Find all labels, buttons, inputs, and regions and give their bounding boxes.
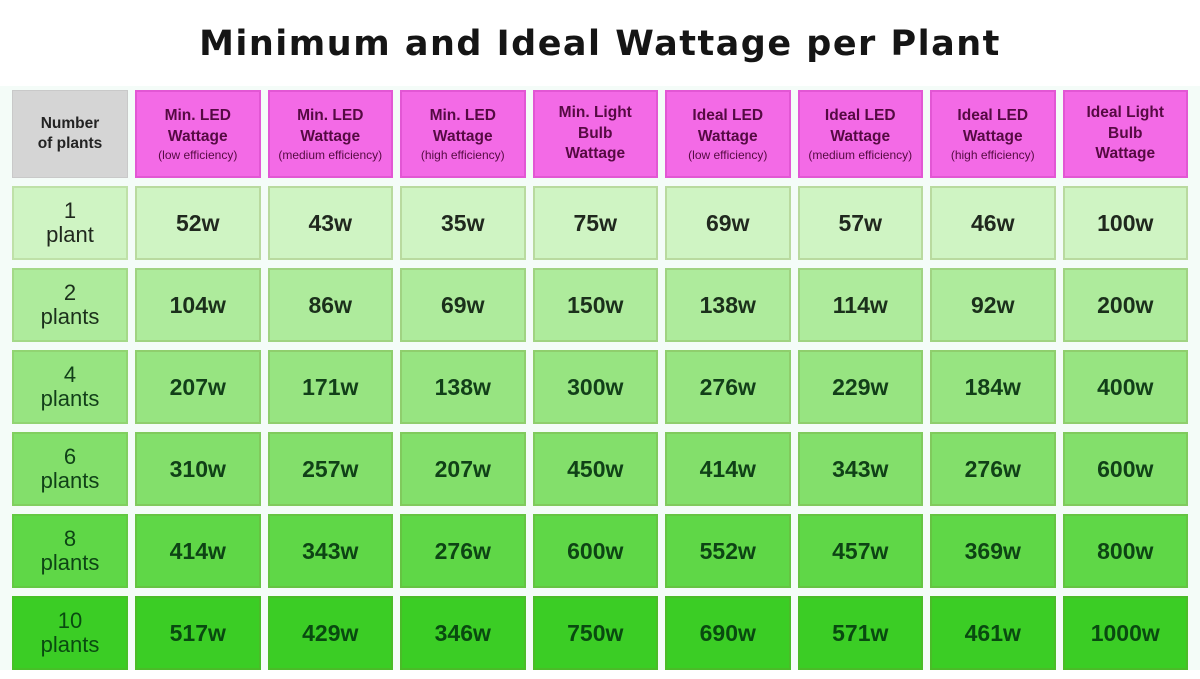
wattage-cell-r1-c6: 57w: [797, 186, 923, 260]
wattage-cell-r5-c1: 414w: [135, 514, 261, 588]
column-header-3: Min. LED Wattage (high efficiency): [400, 90, 526, 178]
column-header-label: Ideal Light Bulb Wattage: [1086, 103, 1165, 163]
wattage-cell-r3-c2: 171w: [267, 350, 393, 424]
column-header-label: Min. LED Wattage: [164, 106, 231, 145]
row-label-count: 4: [63, 362, 77, 388]
wattage-cell-r1-c1: 52w: [135, 186, 261, 260]
row-label-6-plants: 6 plants: [12, 432, 128, 506]
row-label-1-plant: 1 plant: [12, 186, 128, 260]
column-header-1: Min. LED Wattage (low efficiency): [135, 90, 261, 178]
wattage-cell-r6-c8: 1000w: [1062, 596, 1188, 670]
wattage-cell-r2-c3: 69w: [400, 268, 526, 342]
wattage-cell-r2-c7: 92w: [930, 268, 1056, 342]
row-label-4-plants: 4 plants: [12, 350, 128, 424]
wattage-cell-r6-c4: 750w: [532, 596, 658, 670]
row-label-unit: plants: [40, 304, 100, 329]
wattage-cell-r6-c5: 690w: [665, 596, 791, 670]
wattage-cell-r4-c5: 414w: [665, 432, 791, 506]
wattage-cell-r4-c6: 343w: [797, 432, 923, 506]
wattage-cell-r3-c3: 138w: [400, 350, 526, 424]
wattage-cell-r1-c4: 75w: [532, 186, 658, 260]
wattage-cell-r4-c7: 276w: [930, 432, 1056, 506]
column-header-sub: (high efficiency): [420, 147, 505, 162]
column-header-label: Min. LED Wattage: [297, 106, 364, 145]
wattage-cell-r4-c1: 310w: [135, 432, 261, 506]
column-header-label: Min. Light Bulb Wattage: [558, 103, 632, 163]
wattage-cell-r1-c2: 43w: [267, 186, 393, 260]
wattage-cell-r2-c5: 138w: [665, 268, 791, 342]
wattage-cell-r3-c6: 229w: [797, 350, 923, 424]
wattage-cell-r1-c5: 69w: [665, 186, 791, 260]
wattage-cell-r6-c2: 429w: [267, 596, 393, 670]
wattage-cell-r6-c3: 346w: [400, 596, 526, 670]
column-header-2: Min. LED Wattage (medium efficiency): [267, 90, 393, 178]
column-header-sub: (low efficiency): [688, 147, 768, 162]
row-label-count: 1: [63, 198, 77, 224]
wattage-cell-r5-c6: 457w: [797, 514, 923, 588]
wattage-cell-r2-c6: 114w: [797, 268, 923, 342]
wattage-cell-r3-c1: 207w: [135, 350, 261, 424]
column-header-7: Ideal LED Wattage (high efficiency): [930, 90, 1056, 178]
column-header-sub: (medium efficiency): [278, 147, 383, 162]
wattage-cell-r5-c3: 276w: [400, 514, 526, 588]
row-label-2-plants: 2 plants: [12, 268, 128, 342]
wattage-cell-r3-c7: 184w: [930, 350, 1056, 424]
wattage-cell-r5-c5: 552w: [665, 514, 791, 588]
column-header-sub: (high efficiency): [950, 147, 1035, 162]
row-label-unit: plants: [40, 468, 100, 493]
wattage-cell-r5-c7: 369w: [930, 514, 1056, 588]
column-header-label: Ideal LED Wattage: [957, 106, 1029, 145]
wattage-cell-r2-c4: 150w: [532, 268, 658, 342]
wattage-cell-r1-c3: 35w: [400, 186, 526, 260]
wattage-cell-r5-c8: 800w: [1062, 514, 1188, 588]
column-header-label: Ideal LED Wattage: [692, 106, 764, 145]
wattage-cell-r1-c8: 100w: [1062, 186, 1188, 260]
wattage-cell-r2-c1: 104w: [135, 268, 261, 342]
row-label-count: 10: [57, 608, 83, 634]
wattage-cell-r4-c2: 257w: [267, 432, 393, 506]
wattage-cell-r6-c1: 517w: [135, 596, 261, 670]
row-label-unit: plant: [46, 222, 94, 247]
row-label-count: 6: [63, 444, 77, 470]
wattage-cell-r1-c7: 46w: [930, 186, 1056, 260]
wattage-cell-r4-c4: 450w: [532, 432, 658, 506]
wattage-cell-r2-c8: 200w: [1062, 268, 1188, 342]
column-header-6: Ideal LED Wattage (medium efficiency): [797, 90, 923, 178]
row-label-8-plants: 8 plants: [12, 514, 128, 588]
corner-header-number-of-plants: Number of plants: [12, 90, 128, 178]
wattage-cell-r4-c8: 600w: [1062, 432, 1188, 506]
wattage-cell-r4-c3: 207w: [400, 432, 526, 506]
column-header-label: Ideal LED Wattage: [824, 106, 896, 145]
row-label-unit: plants: [40, 386, 100, 411]
column-header-8: Ideal Light Bulb Wattage: [1062, 90, 1188, 178]
row-label-unit: plants: [40, 550, 100, 575]
wattage-cell-r3-c8: 400w: [1062, 350, 1188, 424]
column-header-sub: (medium efficiency): [808, 147, 913, 162]
wattage-cell-r6-c6: 571w: [797, 596, 923, 670]
wattage-cell-r5-c2: 343w: [267, 514, 393, 588]
wattage-cell-r5-c4: 600w: [532, 514, 658, 588]
wattage-cell-r3-c5: 276w: [665, 350, 791, 424]
row-label-10-plants: 10 plants: [12, 596, 128, 670]
page-title: Minimum and Ideal Wattage per Plant: [199, 24, 1001, 64]
column-header-4: Min. Light Bulb Wattage: [532, 90, 658, 178]
wattage-cell-r3-c4: 300w: [532, 350, 658, 424]
column-header-label: Min. LED Wattage: [429, 106, 496, 145]
row-label-count: 2: [63, 280, 77, 306]
row-label-count: 8: [63, 526, 77, 552]
wattage-cell-r2-c2: 86w: [267, 268, 393, 342]
row-label-unit: plants: [40, 632, 100, 657]
wattage-table: Number of plants Min. LED Wattage (low ef…: [0, 86, 1200, 670]
column-header-sub: (low efficiency): [158, 147, 238, 162]
column-header-5: Ideal LED Wattage (low efficiency): [665, 90, 791, 178]
wattage-cell-r6-c7: 461w: [930, 596, 1056, 670]
